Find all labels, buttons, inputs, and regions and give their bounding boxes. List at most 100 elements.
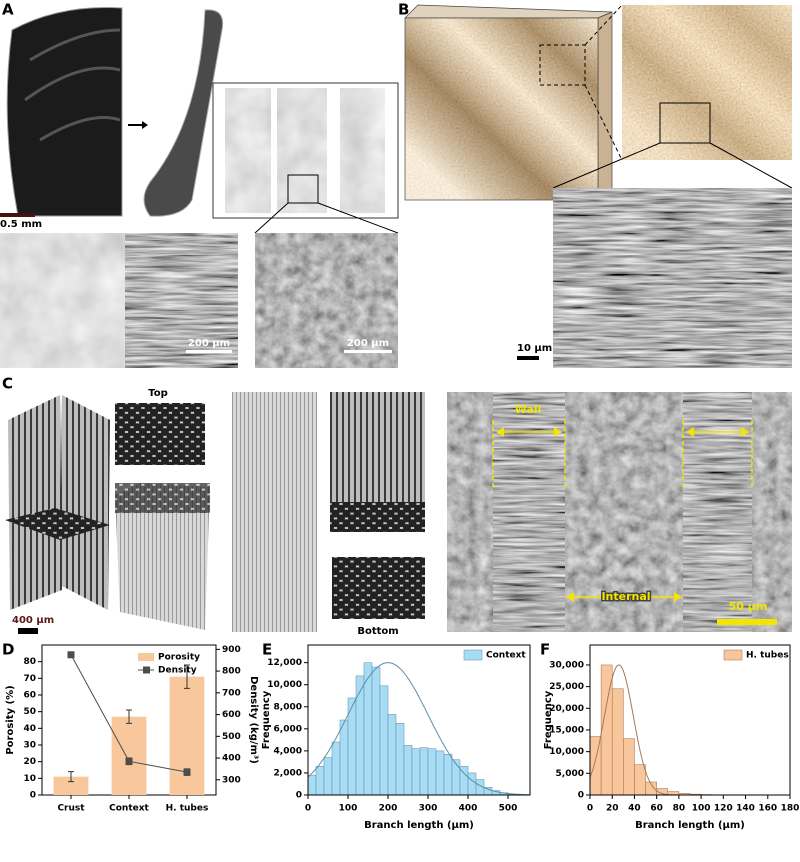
plot-frame: [589, 644, 791, 796]
tick-label: 0: [30, 791, 36, 801]
image-part: [566, 592, 574, 602]
image-part: [553, 188, 792, 368]
image-part: [404, 4, 613, 19]
image-part: [125, 233, 238, 368]
tick-label: 10: [23, 774, 36, 784]
panel-c: 400 µm Top Bottom Wall Internal 50 µm: [5, 388, 792, 637]
image-part: [741, 427, 749, 437]
scale-label: 200 µm: [347, 338, 389, 349]
tick-label: 800: [222, 667, 241, 677]
tick-label: 30,000: [549, 660, 584, 670]
bar: [634, 764, 646, 796]
tick-label: 500: [222, 732, 241, 742]
x-tick-label: 20: [606, 804, 619, 814]
annotation: Internal: [601, 590, 650, 603]
image-part: [5, 508, 110, 540]
bar: [169, 676, 205, 795]
bar: [355, 675, 365, 796]
x-tick-label: 400: [459, 804, 478, 814]
tick-label: 700: [222, 688, 241, 698]
bar: [387, 714, 397, 796]
image-part: [225, 88, 271, 213]
panel-b: 10 µm: [404, 4, 793, 368]
marker: [183, 768, 191, 776]
marker: [67, 651, 75, 659]
bar: [315, 766, 325, 796]
image-part: [24, 28, 121, 142]
bar: [435, 750, 445, 796]
bar: [467, 772, 477, 796]
bar: [427, 748, 437, 796]
view-label: Bottom: [357, 626, 398, 637]
image-part: [717, 619, 777, 625]
image-part: [552, 142, 793, 189]
image-part: [659, 102, 711, 144]
image-part: [115, 403, 205, 465]
error-bar: [126, 709, 132, 724]
x-tick-label: 200: [379, 804, 398, 814]
x-tick-label: 100: [339, 804, 358, 814]
tick-label: 0: [578, 791, 584, 801]
x-tick-label: 0: [587, 804, 593, 814]
scale-label: 200 µm: [188, 338, 230, 349]
panel-label: F: [540, 641, 550, 659]
tick-label: 70: [23, 674, 36, 684]
fit-curve: [307, 662, 531, 796]
x-tick-label: 120: [714, 804, 733, 814]
image-part: [330, 502, 425, 532]
legend-swatch: [463, 649, 483, 661]
tick-label: 40: [23, 724, 36, 734]
bar: [623, 738, 635, 796]
tick-label: 80: [23, 657, 36, 667]
image-part: [142, 121, 148, 129]
bar: [371, 666, 381, 796]
x-tick-label: 500: [499, 804, 518, 814]
x-tick-label: 160: [758, 804, 777, 814]
tick-label: 8,000: [274, 702, 302, 712]
plot-frame: [307, 644, 531, 796]
annotation: Wall: [515, 403, 542, 416]
bar: [411, 748, 421, 796]
bar: [395, 723, 405, 796]
bar: [53, 776, 89, 795]
tick-label: 5,000: [556, 769, 584, 779]
image-part: [330, 392, 425, 502]
legend-swatch: [143, 666, 150, 674]
bar: [443, 753, 453, 796]
marker: [125, 757, 133, 765]
tick-label: 15,000: [549, 725, 584, 735]
x-tick-label: Crust: [57, 804, 85, 814]
image-part: [584, 4, 623, 161]
tick-label: 10,000: [549, 747, 584, 757]
image-part: [277, 88, 327, 213]
axis-label: Porosity (%): [5, 685, 16, 754]
tick-label: 60: [23, 691, 36, 701]
scale-label: 10 µm: [517, 343, 552, 354]
error-bar: [184, 664, 190, 689]
tick-label: 25,000: [549, 682, 584, 692]
image-part: [622, 5, 792, 160]
bar: [611, 688, 624, 796]
tick-label: 2,000: [274, 768, 302, 778]
image-part: [554, 427, 562, 437]
image-part: [332, 557, 425, 619]
bar: [451, 759, 461, 796]
x-tick-label: 300: [419, 804, 438, 814]
image-part: [254, 202, 399, 234]
legend-swatch: [138, 653, 154, 661]
image-part: [344, 350, 392, 353]
image-part: [232, 392, 317, 632]
image-part: [8, 395, 62, 610]
panel-label: E: [262, 641, 272, 659]
tick-label: 6,000: [274, 724, 302, 734]
x-tick-label: 80: [673, 804, 686, 814]
scale-label: 400 µm: [12, 615, 54, 626]
bar: [589, 736, 602, 796]
image-part: [115, 483, 210, 630]
legend-label: Density: [158, 666, 197, 676]
tick-label: 20: [23, 757, 36, 767]
tick-label: 30: [23, 741, 36, 751]
bar: [331, 741, 341, 796]
image-part: [6, 7, 123, 217]
